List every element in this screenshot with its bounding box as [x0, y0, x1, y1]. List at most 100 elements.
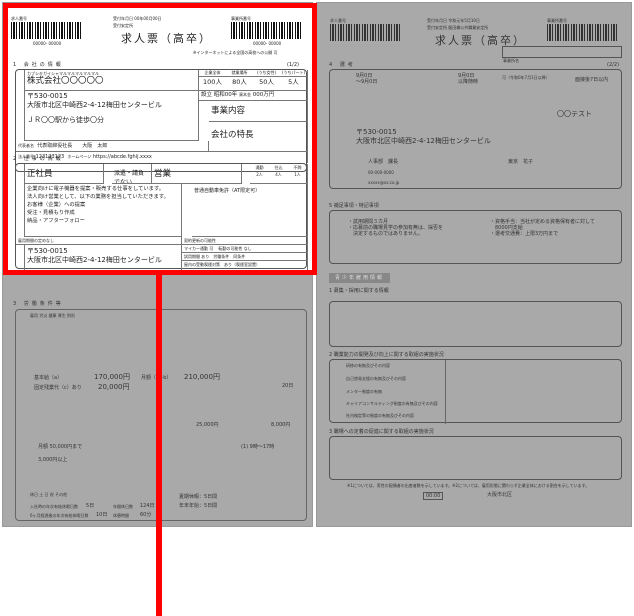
- company-feature: 会社の特長: [209, 122, 308, 152]
- leave-6m-label: 6ヶ月経過後の年次有給休暇日数: [30, 513, 89, 518]
- note-line: ・応募前の職場見学の参加有無は、採否を: [348, 225, 444, 231]
- headcount-value: 1人: [294, 172, 301, 177]
- contact-email[interactable]: xxxxx@xx.co.jp: [368, 180, 400, 185]
- company-kana: カブシキガイシャマルマルマルマルマル: [27, 71, 99, 76]
- business-no: 00000- 00000: [253, 41, 282, 46]
- section-notes-title: 5 補足事項・特記事項: [329, 203, 379, 209]
- fixed-allowance-label: 固定残業代（c）あり: [34, 385, 82, 391]
- note-line: ・試用期間３カ月: [348, 219, 389, 225]
- received-date: 受付年月日 令和元年5月10日: [427, 18, 480, 23]
- established: 昭和00年: [213, 92, 238, 98]
- transfer: なし: [243, 246, 252, 251]
- trial: あり 労働条件 同条件: [201, 254, 246, 259]
- business-no-barcode: [231, 22, 303, 39]
- company-name: 株式会社〇〇〇〇〇: [27, 76, 104, 86]
- work-hours: (1) 9時〜17時: [241, 444, 275, 450]
- training-row: 社内検定等の制度の有無及びその内容: [346, 413, 414, 418]
- employees-value: 100人: [203, 78, 222, 86]
- form-title: 求人票（高卒）: [435, 34, 526, 47]
- headcount-label: 住込: [274, 165, 283, 170]
- contact-title: 人事部 課長: [368, 159, 399, 165]
- section-job-title: 2 仕事の情報: [13, 156, 64, 162]
- youth-section-3: 3 職場への定着の促進に関する取組の実施状況: [329, 429, 434, 435]
- smoking-policy: 屋内の受動喫煙対策 あり（喫煙室設置）: [182, 261, 308, 270]
- youth-section-2: 2 職業能力の開発及び向上に関する取組の実施状況: [329, 352, 444, 358]
- job-description-line: お客様（企業）への提案: [27, 202, 86, 208]
- rep-label: 代表者名: [18, 143, 34, 148]
- company-postal: 〒530-0015: [27, 92, 68, 100]
- youth-footnote: ※1については、男性の配偶者の出産者数を示しています。※2については、雇用形態に…: [347, 483, 590, 488]
- annual-holidays: 124日: [140, 503, 155, 509]
- page-number: (2/2): [607, 62, 619, 68]
- result-notice: 面接後7日以内: [575, 77, 609, 83]
- allowance-1: 25,000円: [196, 422, 219, 428]
- notes-box: ・試用期間３カ月 ・応募前の職場見学の参加有無は、採否を 決定するものではありま…: [329, 210, 622, 264]
- employees-header: 就業場所: [231, 70, 248, 75]
- vacation: 夏期休暇：5日間: [179, 494, 218, 500]
- job-description-line: 企業向けに電子機器を提案・販売する仕事をしています。: [27, 186, 165, 192]
- job-no-label: 求人番号: [11, 16, 27, 21]
- business-no-label: 事業所番号: [231, 16, 251, 21]
- insurance: 雇用 労災 健康 厚生 財形: [30, 313, 76, 318]
- employees-header: 企業全体: [204, 70, 221, 75]
- capital-label: 資本金: [239, 92, 252, 97]
- early-apply: 可（令和0年7月1日以降）: [502, 75, 550, 80]
- apply-period: 〜9月0日: [356, 79, 378, 85]
- established-label: 設立: [201, 92, 213, 98]
- note-line: ・選考交通費：上限3万円まで: [490, 231, 559, 237]
- note-line: ・資格手当：当社が定める資格保有者に対して: [490, 219, 595, 225]
- homepage-link[interactable]: https://abcde.fghij.xxxx: [92, 154, 152, 160]
- note-line: 決定するものではありません。: [348, 231, 423, 237]
- company-info-box: カブシキガイシャマルマルマルマルマル 株式会社〇〇〇〇〇 企業全体 就業場所 (…: [15, 69, 308, 172]
- left-page: 求人番号 00000- 00000 受付年月日 00年00月00日 受付安定所 …: [2, 2, 313, 527]
- workplace-address: 大阪市北区中崎西2-4-12梅田センタービル: [27, 256, 162, 264]
- base-pay-label: 基本給（a）: [34, 375, 63, 381]
- annual-leave-first-label: 入社時の年次有給休暇日数: [30, 504, 78, 509]
- fixed-allowance: 20,000円: [98, 383, 130, 391]
- annual-holidays-label: 年間休日数: [113, 504, 133, 509]
- internet-note: ※インターネットによる全国の高校への公開 可: [193, 50, 278, 55]
- homepage-label: ホームページ: [67, 154, 92, 159]
- allowance-2: 8,000円: [271, 422, 291, 428]
- business-content: 事業内容: [209, 101, 308, 122]
- annual-leave-first: 5日: [86, 503, 95, 509]
- headcount-label: 通勤: [255, 165, 264, 170]
- break-label: 休憩時間: [113, 513, 129, 518]
- training-row: メンター制度の有無: [346, 389, 382, 394]
- exam-date: 以降随時: [458, 79, 479, 85]
- job-description-line: 納品・アフターフォロー: [27, 218, 85, 224]
- office: 受付安定所 飯田橋公共職業安定所: [427, 25, 489, 30]
- capital: 000万円: [252, 92, 275, 98]
- pay-day: 20日: [282, 383, 294, 389]
- apply-period: 9月0日: [356, 73, 373, 79]
- employment-type: 正社員: [24, 164, 104, 184]
- contact-phone: 00-000-0000: [368, 170, 394, 175]
- corp-no: 123123123: [35, 154, 65, 160]
- right-page: 求人番号 受付年月日 令和元年5月10日 受付安定所 飯田橋公共職業安定所 求人…: [316, 2, 632, 527]
- trial-label: 試用期間: [184, 254, 200, 259]
- selection-box: 9月0日 〜9月0日 9月0日 以降随時 可（令和0年7月1日以降） 面接後7日以内…: [329, 69, 622, 189]
- company-address: 大阪市北区中崎西2-4-12梅田センタービル: [27, 101, 162, 109]
- employees-header: (うちパート): [281, 70, 306, 75]
- job-description-line: 受注・見積もり作成: [27, 210, 75, 216]
- job-no-barcode: [11, 22, 83, 39]
- job-info-box: 正社員 派遣・請負でない 営業 通勤 2人 住込 4人 不問 1人 企業向けに電子機器…: [15, 163, 308, 270]
- job-no-barcode: [330, 24, 402, 41]
- employees-value: 5人: [288, 78, 299, 86]
- employees-header: (うち女性): [256, 70, 277, 75]
- employment-period: 雇用期間の定めなし: [16, 237, 182, 245]
- rep-name: 代表取締役社長 大阪 太郎: [37, 143, 108, 149]
- monthly-pay: 210,000円: [184, 373, 220, 381]
- business-name-label: 事業所名: [503, 58, 519, 63]
- required-license: 普通自動車免許（AT限定可）: [192, 184, 308, 237]
- vacation: 年末年始：5日間: [179, 503, 218, 509]
- section-conditions-title: 3 労働条件等: [13, 301, 64, 307]
- selection-postal: 〒530-0015: [356, 128, 397, 136]
- holidays: 休日 土 日 祝 その他: [30, 492, 68, 497]
- employees-value: 80人: [232, 78, 247, 86]
- business-no-label: 事業所番号: [547, 18, 567, 23]
- form-title: 求人票（高卒）: [121, 32, 212, 45]
- dispatch-type: 派遣・請負でない: [112, 164, 152, 184]
- section-company-title: 1 会社の情報: [13, 62, 64, 68]
- employees-value: 50人: [259, 78, 274, 86]
